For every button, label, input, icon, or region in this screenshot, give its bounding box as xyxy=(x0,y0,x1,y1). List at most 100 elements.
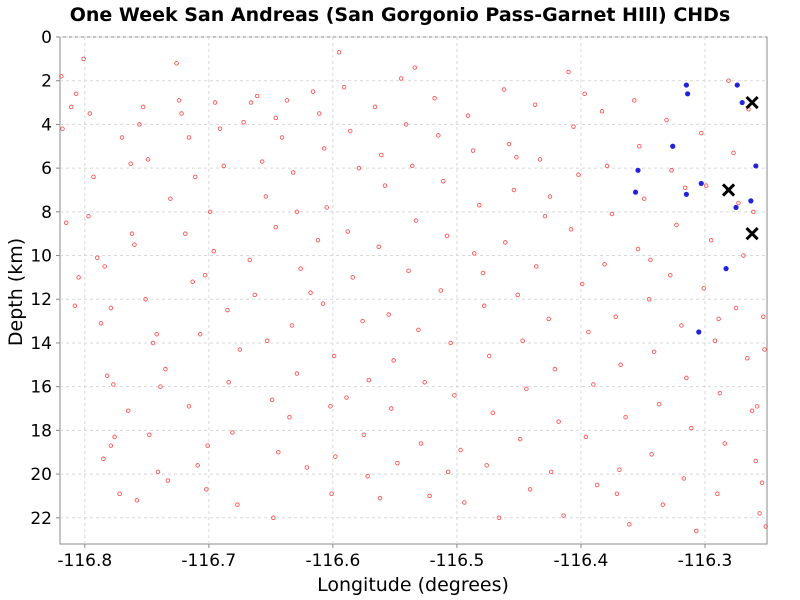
hypocenter-point xyxy=(119,135,125,140)
hypocenter-point xyxy=(183,231,188,236)
y-tick-label: 8 xyxy=(41,203,52,223)
hypocenter-point xyxy=(733,305,739,311)
hypocenter-point xyxy=(682,185,688,191)
hypocenter-point xyxy=(591,382,596,387)
hypocenter-point xyxy=(762,347,767,352)
x-tick-label: -116.8 xyxy=(57,551,112,571)
hypocenter-point xyxy=(333,454,338,459)
hypocenter-point xyxy=(108,305,114,311)
cross-marker xyxy=(721,183,736,197)
hypocenter-point xyxy=(112,434,117,440)
hypocenter-point xyxy=(158,384,163,389)
hypocenter-point xyxy=(68,104,74,110)
hypocenter-point xyxy=(715,491,720,496)
hypocenter-point xyxy=(699,130,704,136)
hypocenter-point xyxy=(731,150,736,156)
hypocenter-point xyxy=(129,231,135,236)
hypocenter-point xyxy=(321,146,327,151)
hypocenter-point xyxy=(448,340,453,346)
hypocenter-point xyxy=(91,174,96,180)
hypocenter-point xyxy=(623,415,628,420)
hypocenter-point xyxy=(576,172,581,177)
hypocenter-point xyxy=(179,111,184,116)
hypocenter-point xyxy=(716,316,721,322)
hypocenter-point xyxy=(163,366,168,372)
hypocenter-point xyxy=(117,491,122,496)
hypocenter-point xyxy=(372,104,378,110)
hypocenter-point xyxy=(269,397,275,403)
data-points xyxy=(58,50,769,534)
hypocenter-point xyxy=(140,104,146,110)
hypocenter-point xyxy=(298,266,303,271)
y-tick-label: 18 xyxy=(30,421,52,441)
hypocenter-point xyxy=(480,270,486,276)
hypocenter-point xyxy=(484,463,489,468)
highlight-point xyxy=(683,82,689,88)
hypocenter-point xyxy=(58,74,64,79)
hypocenter-point xyxy=(347,128,353,134)
hypocenter-point xyxy=(86,213,91,219)
hypocenter-point xyxy=(329,491,334,496)
hypocenter-point xyxy=(679,323,684,328)
hypocenter-point xyxy=(205,443,210,448)
hypocenter-point xyxy=(101,456,106,462)
highlight-point xyxy=(753,163,759,169)
y-tick-label: 4 xyxy=(41,115,52,135)
hypocenter-point xyxy=(427,493,432,499)
hypocenter-point xyxy=(410,163,415,169)
hypocenter-point xyxy=(176,98,182,103)
hypocenter-point xyxy=(422,380,427,385)
hypocenter-point xyxy=(618,362,623,368)
hypocenter-point xyxy=(694,528,699,534)
hypocenter-point xyxy=(73,91,79,97)
hypocenter-point xyxy=(379,152,384,158)
hypocenter-point xyxy=(701,286,706,291)
plot-area xyxy=(59,36,768,545)
hypocenter-point xyxy=(398,76,404,81)
hypocenter-point xyxy=(150,340,156,346)
hypocenter-point xyxy=(230,430,235,435)
hypocenter-point xyxy=(432,95,437,101)
hypocenter-point xyxy=(290,170,296,175)
hypocenter-point xyxy=(599,109,605,114)
hypocenter-point xyxy=(524,386,529,392)
hypocenter-point xyxy=(496,515,502,521)
hypocenter-point xyxy=(252,292,257,298)
hypocenter-point xyxy=(753,458,759,464)
hypocenter-point xyxy=(248,100,254,105)
hypocenter-point xyxy=(72,303,78,309)
y-axis-label: Depth (km) xyxy=(5,238,27,346)
hypocenter-point xyxy=(571,124,576,129)
hypocenter-point xyxy=(360,318,365,324)
hypocenter-point xyxy=(656,401,662,407)
hypocenter-point xyxy=(501,87,507,92)
hypocenter-point xyxy=(168,196,173,201)
hypocenter-point xyxy=(436,133,441,138)
highlight-point xyxy=(683,191,689,197)
hypocenter-point xyxy=(462,500,467,505)
hypocenter-point xyxy=(481,303,487,309)
hypocenter-point xyxy=(279,135,285,140)
hypocenter-point xyxy=(186,135,192,140)
hypocenter-point xyxy=(386,312,391,317)
hypocenter-point xyxy=(617,467,622,472)
hypocenter-point xyxy=(470,148,476,153)
hypocenter-point xyxy=(217,126,223,132)
hypocenter-point xyxy=(757,511,762,516)
hypocenter-point xyxy=(391,358,396,363)
hypocenter-point xyxy=(759,480,765,486)
hypocenter-point xyxy=(125,408,131,413)
hypocenter-point xyxy=(395,460,400,466)
hypocenter-point xyxy=(190,279,195,285)
hypocenter-point xyxy=(568,227,574,232)
hypocenter-point xyxy=(648,257,653,263)
y-tick-label: 20 xyxy=(30,465,52,485)
hypocenter-point xyxy=(413,218,419,223)
hypocenter-point xyxy=(376,244,382,250)
cross-marker xyxy=(745,95,759,110)
hypocenter-point xyxy=(304,465,310,470)
hypocenter-point xyxy=(445,469,451,475)
y-tick-label: 6 xyxy=(41,159,52,179)
hypocenter-point xyxy=(744,355,750,361)
